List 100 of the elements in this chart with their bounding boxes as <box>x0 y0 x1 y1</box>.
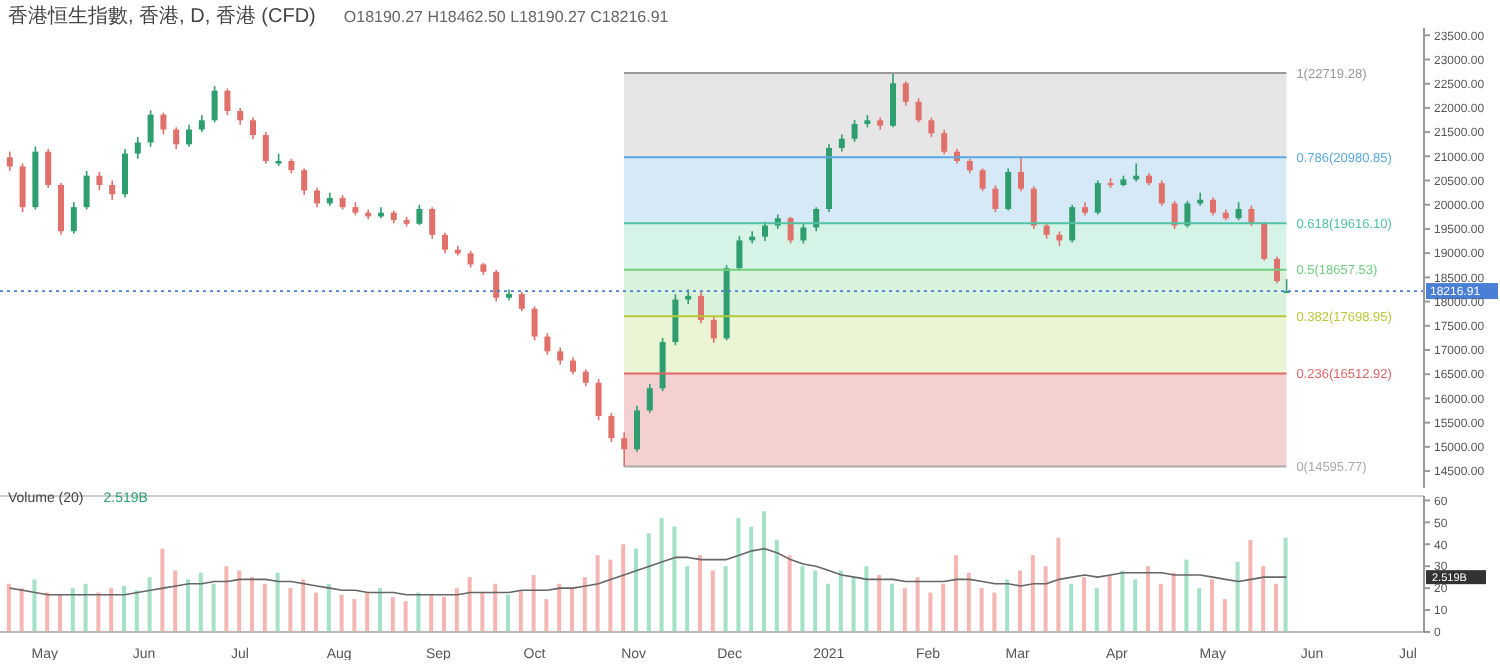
candlestick <box>83 170 90 211</box>
bar <box>864 566 869 632</box>
candlestick <box>672 293 679 346</box>
candlestick <box>941 128 948 155</box>
bar <box>557 583 562 632</box>
bar <box>736 517 741 632</box>
bar <box>506 594 510 632</box>
bar <box>365 592 370 632</box>
candlestick <box>147 109 154 148</box>
text: O18190.27 H18462.50 L18190.27 C18216.91 <box>343 8 669 26</box>
bar <box>621 544 626 632</box>
bar <box>800 566 805 632</box>
bar <box>1222 599 1227 632</box>
bar <box>467 577 472 632</box>
candlestick <box>45 148 52 189</box>
candlestick <box>493 269 500 303</box>
bar <box>352 599 357 632</box>
bar <box>262 583 267 632</box>
candlestick <box>736 235 743 271</box>
candlestick <box>710 315 717 344</box>
bar <box>826 583 830 632</box>
candlestick <box>851 119 858 143</box>
candlestick <box>544 332 551 356</box>
bar <box>1133 579 1138 632</box>
bar <box>1018 570 1022 632</box>
bar <box>339 594 344 632</box>
candlestick <box>800 223 807 245</box>
bar <box>941 583 946 632</box>
candlestick <box>890 72 896 129</box>
line-series <box>8 547 1288 596</box>
bar <box>442 596 446 632</box>
bar <box>198 572 203 632</box>
bar <box>1082 577 1086 632</box>
candlestick <box>1005 167 1012 212</box>
bar <box>608 559 613 632</box>
bar <box>224 566 229 632</box>
candlestick <box>416 203 423 226</box>
bar <box>211 583 216 632</box>
bar <box>723 566 728 632</box>
bar <box>70 588 75 632</box>
bar <box>493 583 498 632</box>
candlestick <box>915 97 922 124</box>
candlestick <box>646 383 653 414</box>
bar <box>288 588 293 632</box>
bar <box>173 570 178 632</box>
bar <box>570 588 574 632</box>
bar <box>890 583 894 632</box>
bar <box>928 592 933 632</box>
bar <box>698 555 702 632</box>
bar <box>774 539 779 632</box>
candlestick <box>1184 200 1191 229</box>
candlestick <box>1158 179 1165 207</box>
candlestick <box>301 167 308 196</box>
candlestick <box>134 136 141 160</box>
candlestick <box>1171 200 1178 230</box>
bar <box>915 577 920 632</box>
candlestick <box>531 305 538 342</box>
bar <box>1248 539 1253 632</box>
bar <box>1158 583 1163 632</box>
bar <box>1171 572 1176 632</box>
bar <box>134 590 139 632</box>
bar <box>147 577 152 632</box>
bar <box>1261 566 1266 632</box>
candlestick <box>19 162 26 213</box>
candlestick <box>6 150 13 172</box>
candlestick <box>262 131 269 165</box>
bar <box>429 594 434 632</box>
candlestick <box>1030 185 1037 230</box>
bar <box>275 572 280 632</box>
candlestick <box>186 124 192 148</box>
bar <box>954 555 958 632</box>
bar <box>851 577 856 632</box>
candlestick <box>979 167 986 192</box>
candlestick <box>902 80 909 107</box>
candlestick <box>314 186 320 208</box>
bar <box>378 588 382 632</box>
bar <box>838 570 843 632</box>
bar <box>416 592 421 632</box>
candlestick <box>787 216 794 245</box>
bar <box>710 570 715 632</box>
bar <box>109 588 114 632</box>
bar <box>902 588 907 632</box>
bar <box>1235 561 1240 632</box>
bar <box>544 599 549 632</box>
candlestick <box>595 378 602 422</box>
bar <box>403 601 408 632</box>
candlestick <box>122 148 128 199</box>
candlestick <box>1018 155 1024 192</box>
candlestick <box>659 337 666 392</box>
bar <box>237 570 242 632</box>
bar <box>1184 559 1189 632</box>
bar <box>301 579 306 632</box>
chart-title: 香港恒生指數, 香港, D, 香港 (CFD) <box>8 6 316 28</box>
candlestick <box>224 87 231 116</box>
bar <box>326 583 331 632</box>
bar <box>1094 588 1099 632</box>
bar <box>19 588 24 632</box>
candlestick <box>173 126 180 150</box>
bar <box>480 592 485 632</box>
bar <box>96 592 101 632</box>
